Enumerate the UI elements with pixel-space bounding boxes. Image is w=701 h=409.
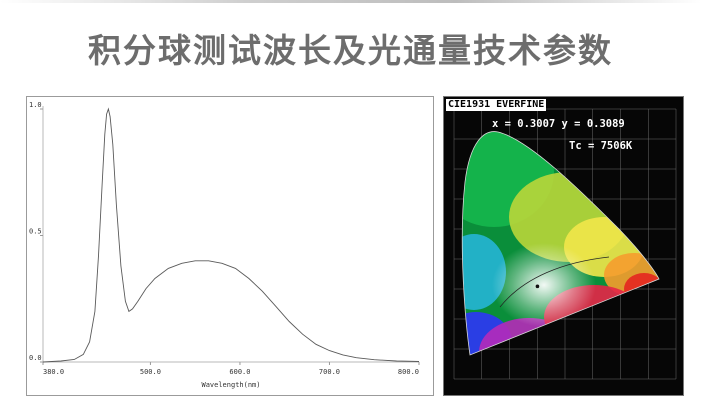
x-axis-label: Wavelength(nm) xyxy=(201,381,260,389)
cie-chromaticity-diagram: CIE1931 EVERFINE x = 0.3007 y = 0.3089 T… xyxy=(443,96,684,396)
cie-title: CIE1931 EVERFINE xyxy=(446,99,547,111)
color-temperature: Tc = 7506K xyxy=(569,140,633,152)
page-title: 积分球测试波长及光通量技术参数 xyxy=(88,31,613,70)
chromaticity-point xyxy=(535,284,540,289)
x-tick-label: 500.0 xyxy=(140,368,161,376)
x-tick-label: 700.0 xyxy=(319,368,340,376)
planckian-locus xyxy=(499,256,610,308)
cie-coordinates: x = 0.3007 y = 0.3089 xyxy=(492,118,625,130)
y-tick-label: 0.5 xyxy=(29,228,42,236)
spectrum-chart: 0.0 0.5 1.0 380.0 500.0 600.0 700.0 800.0 Wave… xyxy=(26,96,434,396)
y-tick-label: 1.0 xyxy=(29,101,42,109)
chromaticity-point-marker xyxy=(535,284,540,289)
x-tick-label: 380.0 xyxy=(43,368,64,376)
x-tick-label: 800.0 xyxy=(398,368,419,376)
spectrum-curve xyxy=(42,107,420,363)
spectrum-plot-svg: 0.0 0.5 1.0 380.0 500.0 600.0 700.0 800.0 Wave… xyxy=(29,101,420,389)
top-divider xyxy=(0,0,701,3)
x-tick-label: 600.0 xyxy=(229,368,250,376)
y-tick-label: 0.0 xyxy=(29,354,42,362)
cie-diagram-svg xyxy=(453,108,677,380)
